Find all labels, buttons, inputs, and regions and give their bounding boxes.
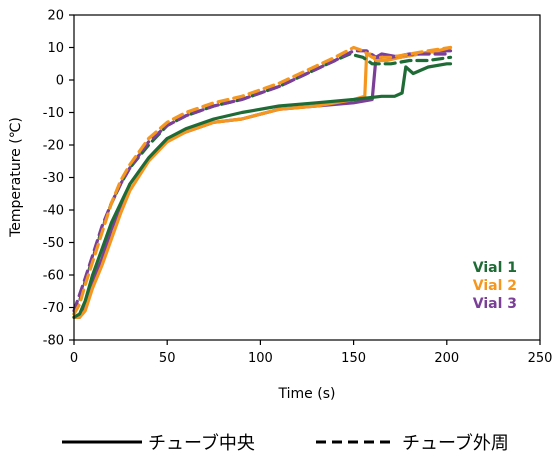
legend-label-center: チューブ中央 <box>148 432 255 454</box>
x-axis-title: Time (s) <box>278 386 336 402</box>
vial-label-3: Vial 3 <box>473 296 517 312</box>
y-tick-label: -10 <box>43 106 64 121</box>
x-tick-label: 200 <box>434 351 459 366</box>
y-axis-title: Temperature (℃) <box>8 117 24 238</box>
y-tick-label: 10 <box>47 41 64 56</box>
vial-label-1: Vial 1 <box>473 260 517 276</box>
y-tick-label: 20 <box>47 9 64 24</box>
series-layer <box>72 45 453 319</box>
series-vial2-outer <box>72 45 453 316</box>
vial-labels: Vial 1 Vial 2 Vial 3 <box>473 260 517 312</box>
series-vial2-center <box>72 45 453 319</box>
y-tick-label: -60 <box>43 269 64 284</box>
y-tick-label: -80 <box>43 334 64 349</box>
series-vial1-center <box>72 62 453 319</box>
y-tick-label: -40 <box>43 204 64 219</box>
y-tick-label: -30 <box>43 171 64 186</box>
x-axis-ticks: 0 50 100 150 200 250 <box>70 340 553 366</box>
vial-label-2: Vial 2 <box>473 278 517 294</box>
legend-label-outer: チューブ外周 <box>402 432 509 454</box>
y-tick-label: -50 <box>43 236 64 251</box>
y-tick-label: -70 <box>43 301 64 316</box>
x-tick-label: 0 <box>70 351 78 366</box>
plot-frame <box>73 14 541 341</box>
x-tick-label: 50 <box>159 351 176 366</box>
x-tick-label: 150 <box>341 351 366 366</box>
x-tick-label: 250 <box>528 351 553 366</box>
line-style-legend: チューブ中央 チューブ外周 <box>62 432 509 454</box>
x-tick-label: 100 <box>248 351 273 366</box>
y-tick-label: 0 <box>56 74 64 89</box>
y-tick-label: -20 <box>43 139 64 154</box>
y-axis-ticks: 20 10 0 -10 -20 -30 -40 -50 -60 -70 -80 <box>43 9 74 349</box>
